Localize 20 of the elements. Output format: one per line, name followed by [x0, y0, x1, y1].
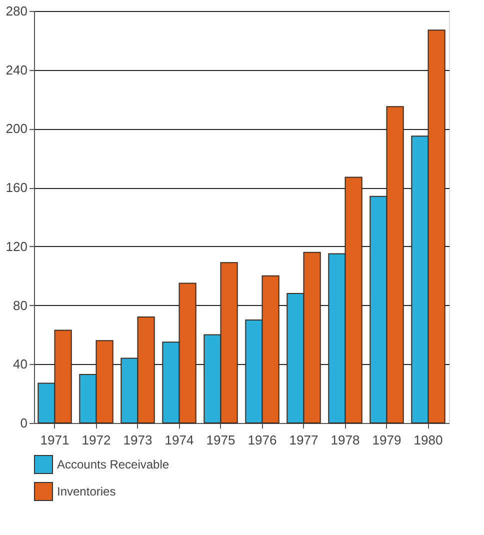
- x-tick-label: 1972: [82, 432, 111, 448]
- x-tick-label: 1976: [248, 432, 277, 448]
- x-tick-label: 1975: [206, 432, 236, 448]
- x-tick-label: 1977: [289, 432, 318, 448]
- x-tick-label: 1979: [372, 432, 402, 448]
- x-tick-label: 1978: [330, 432, 360, 448]
- legend-label: Inventories: [57, 484, 116, 498]
- y-tick-label: 0: [20, 416, 28, 430]
- x-tick-label: 1973: [123, 432, 152, 448]
- legend-label: Accounts Receivable: [57, 458, 170, 472]
- y-tick-label: 200: [6, 121, 28, 136]
- x-tick-label: 1980: [414, 432, 443, 448]
- y-tick-label: 80: [13, 298, 28, 313]
- y-tick-label: 40: [13, 356, 28, 372]
- y-tick-label: 160: [6, 180, 28, 196]
- x-tick-label: 1971: [40, 432, 70, 448]
- y-tick-label: 120: [6, 238, 28, 254]
- y-tick-label: 280: [6, 4, 28, 18]
- x-tick-label: 1974: [164, 432, 194, 448]
- y-tick-label: 240: [6, 62, 28, 78]
